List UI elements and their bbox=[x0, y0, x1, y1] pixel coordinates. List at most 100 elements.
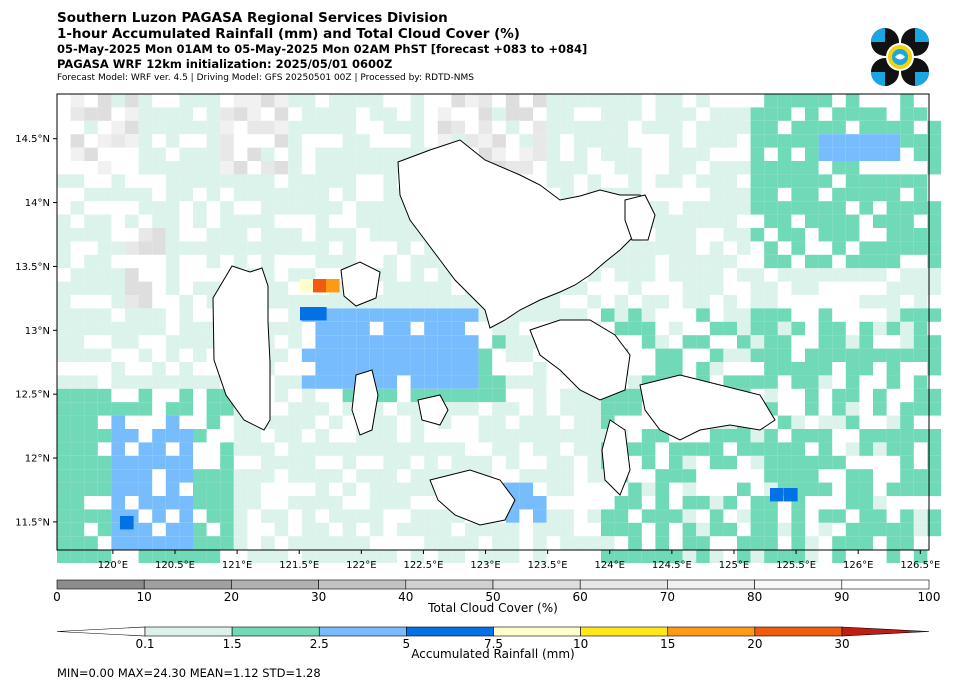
field-cell bbox=[451, 549, 465, 563]
field-cell bbox=[329, 375, 343, 389]
field-cell bbox=[57, 281, 71, 295]
field-cell bbox=[329, 107, 343, 121]
field-cell bbox=[57, 321, 71, 336]
field-cell bbox=[927, 442, 941, 456]
field-cell bbox=[274, 120, 289, 135]
field-cell bbox=[138, 536, 153, 550]
field-cell bbox=[125, 375, 139, 389]
field-cell bbox=[777, 268, 792, 282]
cloud-colorbar-tick: 40 bbox=[398, 590, 413, 604]
field-cell bbox=[560, 120, 574, 135]
field-cell bbox=[560, 308, 574, 322]
field-cell bbox=[397, 522, 411, 537]
field-cell bbox=[791, 228, 805, 242]
field-cell bbox=[97, 281, 112, 295]
field-cell bbox=[682, 549, 697, 563]
field-cell bbox=[655, 335, 669, 349]
field-cell bbox=[179, 402, 193, 416]
field-cell bbox=[709, 254, 724, 269]
field-cell-strong bbox=[300, 307, 314, 321]
field-cell bbox=[682, 469, 697, 483]
field-cell bbox=[465, 362, 479, 376]
field-cell bbox=[587, 469, 601, 483]
cloud-colorbar-tick: 30 bbox=[311, 590, 326, 604]
field-cell bbox=[410, 429, 425, 443]
field-cell bbox=[84, 187, 98, 202]
field-cell bbox=[533, 522, 547, 537]
field-cell bbox=[818, 522, 833, 537]
field-cell bbox=[696, 335, 710, 349]
field-cell bbox=[587, 94, 601, 108]
field-cell bbox=[57, 415, 71, 429]
field-cell bbox=[546, 442, 561, 456]
field-cell bbox=[628, 147, 642, 161]
cloud-colorbar-segment bbox=[56, 579, 145, 590]
field-cell bbox=[84, 388, 98, 403]
field-cell bbox=[329, 415, 343, 429]
field-cell bbox=[342, 362, 357, 376]
field-cell-strong bbox=[313, 279, 327, 293]
field-cell bbox=[356, 147, 370, 161]
field-cell bbox=[369, 482, 384, 496]
field-cell bbox=[410, 509, 425, 523]
field-cell bbox=[805, 134, 819, 148]
field-cell bbox=[560, 388, 574, 403]
field-cell bbox=[737, 268, 751, 282]
field-cell bbox=[873, 388, 887, 403]
field-cell bbox=[329, 308, 343, 322]
field-cell bbox=[832, 321, 846, 336]
field-cell bbox=[315, 375, 329, 389]
field-cell bbox=[777, 174, 792, 188]
field-cell bbox=[125, 187, 139, 202]
field-cell bbox=[764, 120, 778, 135]
field-cell bbox=[764, 335, 778, 349]
field-cell bbox=[206, 228, 221, 242]
field-cell bbox=[737, 308, 751, 322]
field-cell bbox=[628, 496, 642, 510]
field-cell bbox=[261, 455, 275, 470]
field-cell bbox=[873, 268, 887, 282]
field-cell bbox=[478, 120, 493, 135]
field-cell bbox=[641, 268, 656, 282]
field-cell bbox=[669, 174, 683, 188]
field-cell bbox=[138, 321, 153, 336]
field-cell bbox=[220, 442, 234, 456]
field-cell bbox=[587, 415, 601, 429]
field-cell bbox=[628, 482, 642, 496]
field-cell bbox=[709, 174, 724, 188]
field-cell bbox=[805, 187, 819, 202]
field-cell bbox=[274, 107, 289, 121]
field-cell bbox=[247, 429, 261, 443]
field-cell bbox=[764, 107, 778, 121]
field-cell bbox=[356, 442, 370, 456]
field-cell bbox=[138, 402, 153, 416]
field-cell bbox=[505, 107, 520, 121]
field-cell bbox=[655, 214, 669, 228]
field-cell bbox=[152, 120, 166, 135]
field-cell bbox=[723, 107, 737, 121]
field-cell bbox=[845, 214, 860, 228]
field-cell bbox=[261, 509, 275, 523]
field-cell bbox=[709, 107, 724, 121]
field-cell bbox=[220, 241, 234, 255]
field-cell bbox=[533, 429, 547, 443]
field-cell bbox=[301, 442, 316, 456]
field-cell bbox=[913, 107, 928, 121]
field-cell bbox=[682, 201, 697, 215]
field-cell bbox=[832, 147, 846, 161]
field-cell bbox=[97, 241, 112, 255]
field-cell bbox=[369, 522, 384, 537]
field-cell bbox=[900, 228, 914, 242]
field-cell bbox=[900, 482, 914, 496]
field-cell bbox=[655, 201, 669, 215]
field-cell bbox=[247, 482, 261, 496]
field-cell bbox=[696, 94, 710, 108]
field-cell bbox=[519, 147, 533, 161]
field-cell bbox=[138, 120, 153, 135]
field-cell bbox=[451, 442, 465, 456]
field-cell bbox=[138, 549, 153, 563]
field-cell bbox=[165, 120, 180, 135]
field-cell bbox=[383, 120, 397, 135]
field-cell bbox=[70, 107, 85, 121]
field-cell bbox=[125, 469, 139, 483]
